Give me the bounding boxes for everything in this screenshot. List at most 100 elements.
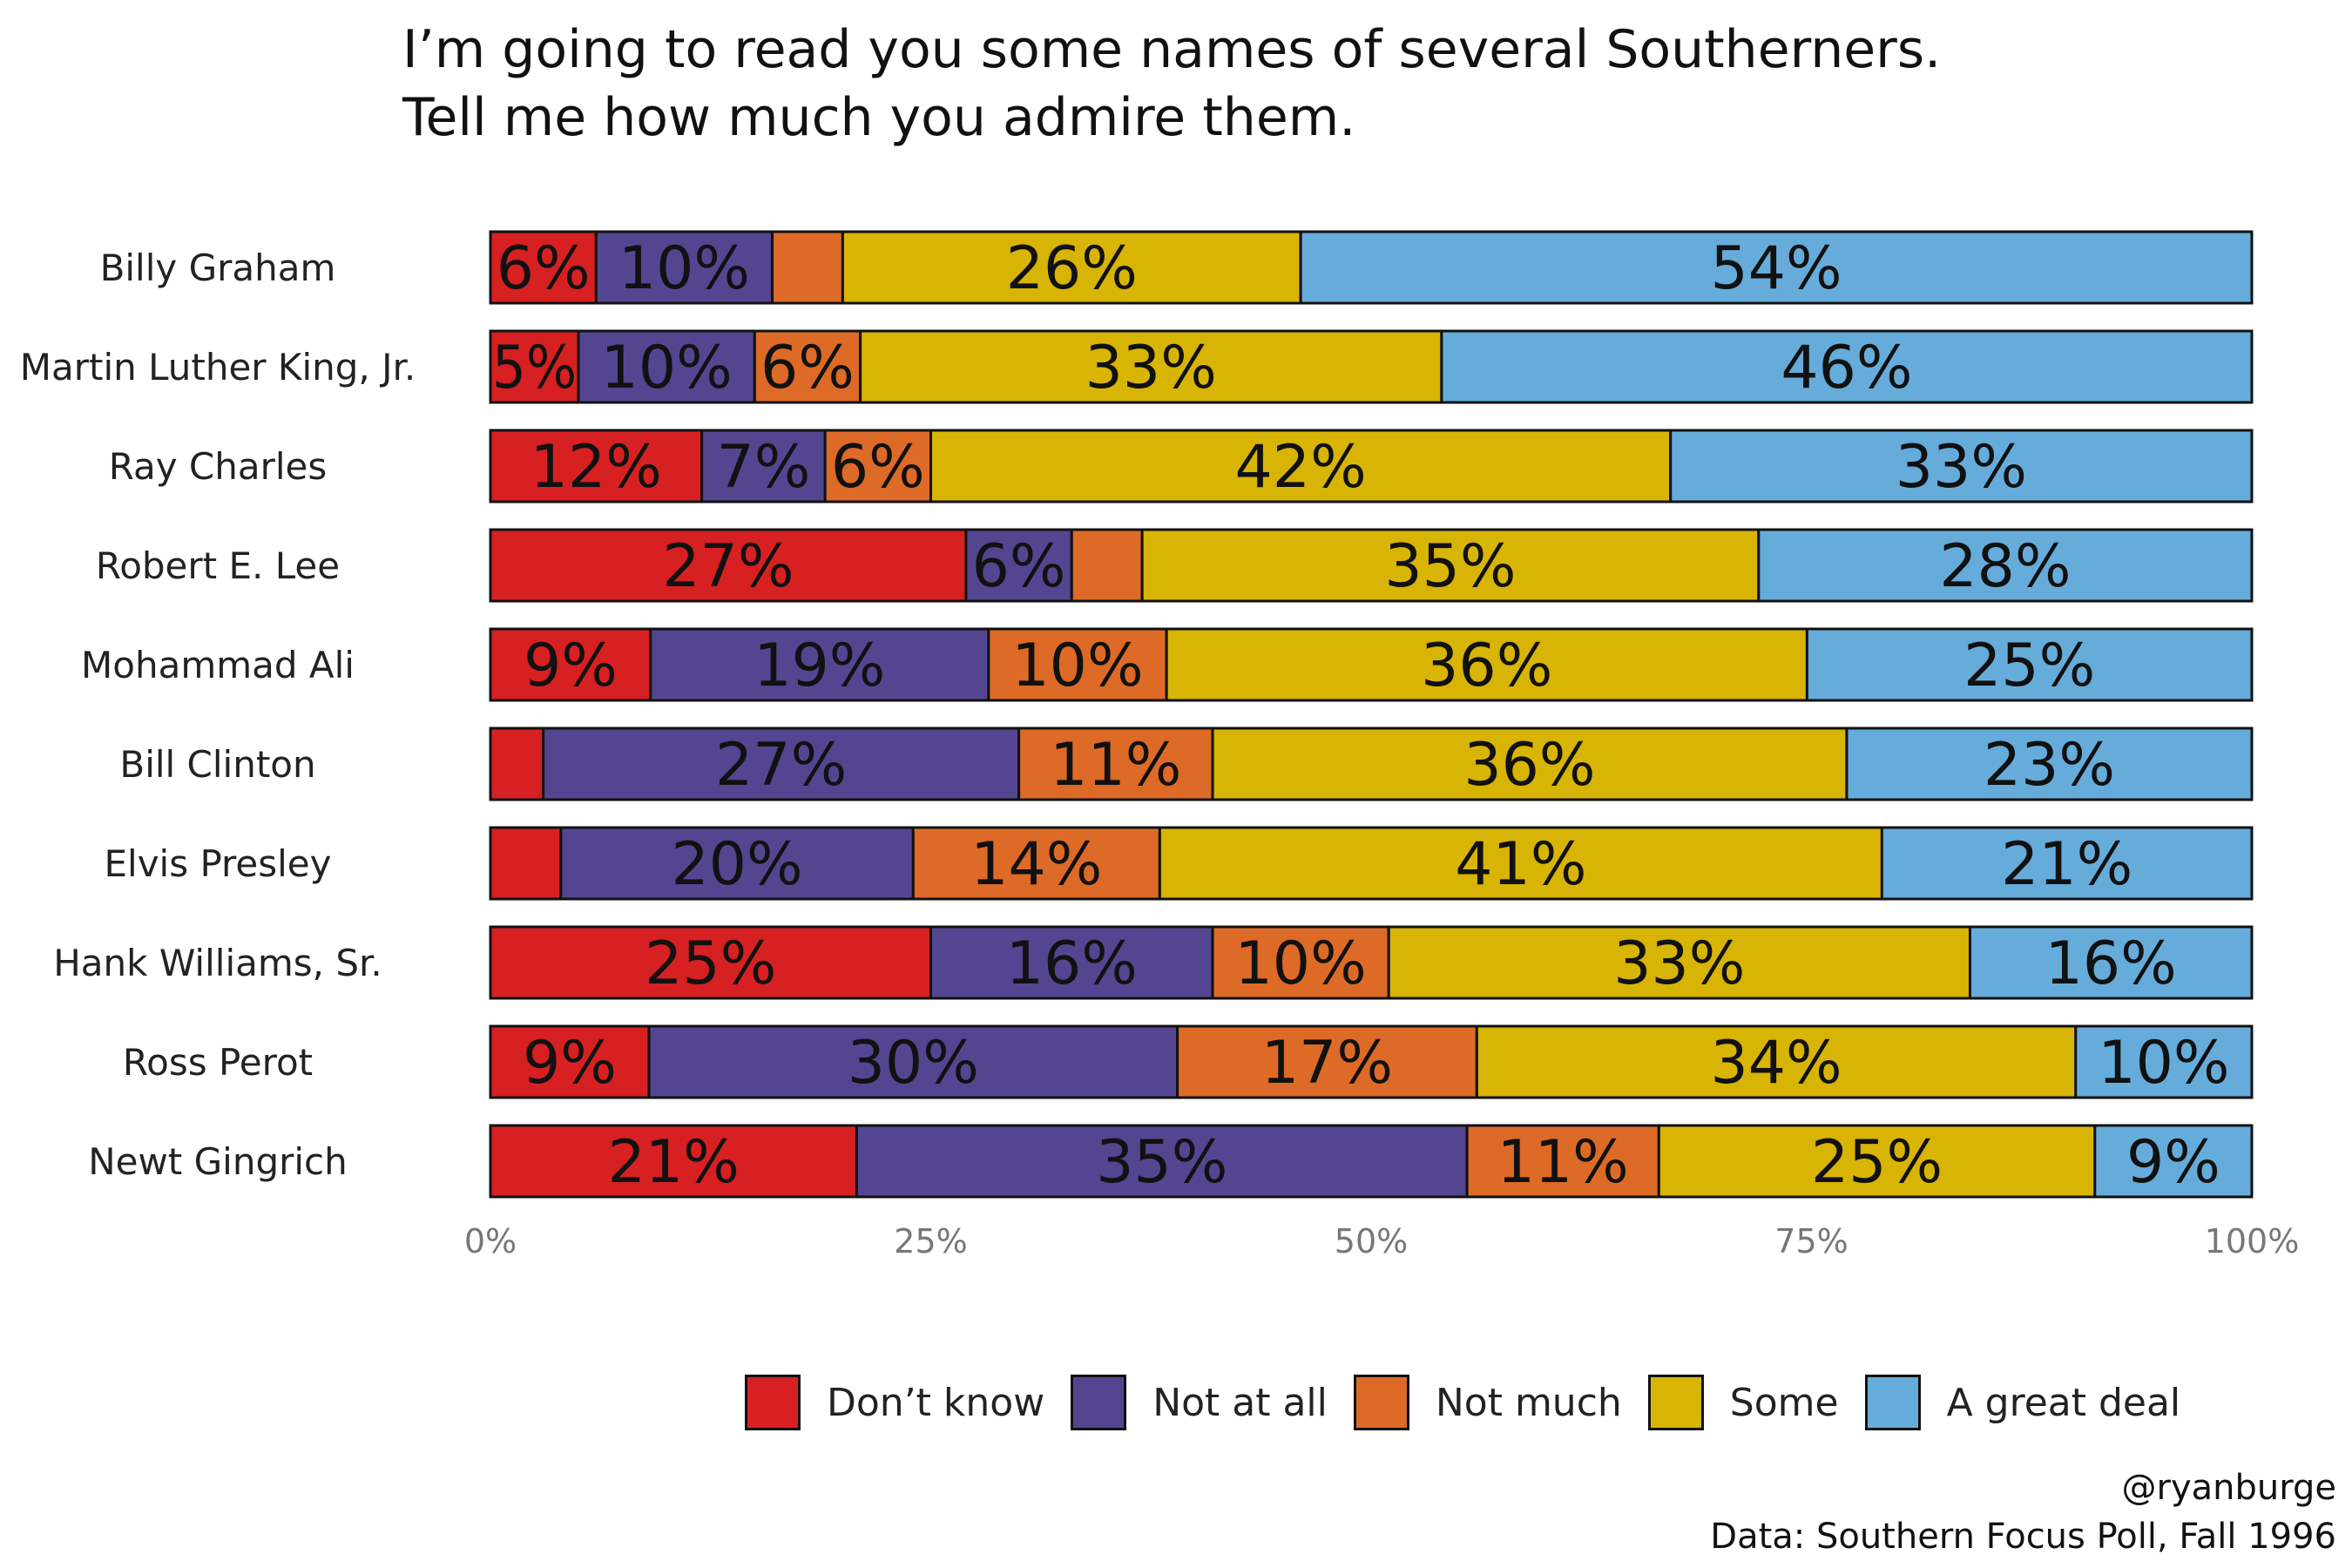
legend-swatch-don-t-know: [745, 1375, 801, 1430]
data-label-mohammad-ali-some: 36%: [1421, 632, 1552, 700]
legend-item-some: Some: [1647, 1375, 1839, 1430]
bar-bill-clinton-a-great-deal: [1845, 727, 2254, 801]
bar-hank-williams-sr-some: [1387, 925, 1971, 1000]
bar-newt-gingrich-not-at-all: [855, 1124, 1469, 1199]
data-label-robert-e-lee-not-at-all: 6%: [972, 532, 1066, 601]
data-label-bill-clinton-some: 36%: [1463, 731, 1595, 800]
bar-newt-gingrich-some: [1657, 1124, 2097, 1199]
data-label-martin-luther-king-jr-some: 33%: [1085, 334, 1217, 402]
data-label-bill-clinton-a-great-deal: 23%: [1984, 731, 2115, 800]
bar-hank-williams-sr-a-great-deal: [1968, 925, 2254, 1000]
bar-elvis-presley-a-great-deal: [1880, 826, 2254, 901]
data-label-hank-williams-sr-some: 33%: [1613, 929, 1745, 998]
data-label-elvis-presley-a-great-deal: 21%: [2001, 830, 2132, 899]
y-tick-label-ross-perot: Ross Perot: [123, 1041, 313, 1084]
legend-label-not-at-all: Not at all: [1152, 1380, 1328, 1425]
bar-ray-charles-not-at-all: [700, 429, 827, 504]
legend-item-don-t-know: Don’t know: [745, 1375, 1044, 1430]
bar-ray-charles-don-t-know: [489, 429, 704, 504]
data-label-newt-gingrich-don-t-know: 21%: [608, 1128, 740, 1197]
data-label-ross-perot-not-much: 17%: [1261, 1029, 1393, 1098]
data-label-ray-charles-some: 42%: [1235, 433, 1367, 502]
legend-swatch-some: [1647, 1375, 1704, 1430]
bar-robert-e-lee-not-much: [1070, 528, 1144, 603]
legend-label-a-great-deal: A great deal: [1946, 1380, 2181, 1425]
bar-bill-clinton-don-t-know: [489, 727, 545, 801]
title-line-2: Tell me how much you admire them.: [402, 87, 1356, 148]
data-label-hank-williams-sr-not-at-all: 16%: [1006, 929, 1138, 998]
data-label-ross-perot-some: 34%: [1710, 1029, 1842, 1098]
bar-elvis-presley-not-much: [911, 826, 1161, 901]
data-label-elvis-presley-not-at-all: 20%: [672, 830, 803, 899]
data-label-robert-e-lee-some: 35%: [1384, 532, 1516, 601]
data-label-martin-luther-king-jr-don-t-know: 5%: [492, 334, 577, 402]
data-label-hank-williams-sr-don-t-know: 25%: [645, 929, 776, 998]
legend-item-a-great-deal: A great deal: [1864, 1375, 2181, 1430]
legend-swatch-not-at-all: [1071, 1375, 1127, 1430]
data-label-ross-perot-don-t-know: 9%: [523, 1029, 617, 1098]
x-tick-label-50: 50%: [1335, 1222, 1408, 1260]
bar-ross-perot-a-great-deal: [2074, 1024, 2254, 1099]
y-tick-label-newt-gingrich: Newt Gingrich: [88, 1140, 348, 1183]
data-label-mohammad-ali-a-great-deal: 25%: [1963, 632, 2095, 700]
data-label-bill-clinton-not-much: 11%: [1050, 731, 1181, 800]
legend-label-not-much: Not much: [1435, 1380, 1622, 1425]
bar-bill-clinton-some: [1211, 727, 1848, 801]
y-tick-label-hank-williams-sr: Hank Williams, Sr.: [53, 942, 382, 984]
legend-label-don-t-know: Don’t know: [827, 1380, 1045, 1425]
bar-martin-luther-king-jr-some: [859, 329, 1443, 404]
legend-item-not-at-all: Not at all: [1071, 1375, 1328, 1430]
data-label-ray-charles-a-great-deal: 33%: [1896, 433, 2027, 502]
x-tick-label-25: 25%: [894, 1222, 967, 1260]
bar-martin-luther-king-jr-not-at-all: [577, 329, 756, 404]
legend-swatch-not-much: [1353, 1375, 1409, 1430]
data-label-elvis-presley-not-much: 14%: [970, 830, 1102, 899]
bar-martin-luther-king-jr-a-great-deal: [1440, 329, 2254, 404]
bar-ray-charles-not-much: [823, 429, 932, 504]
bar-ray-charles-a-great-deal: [1669, 429, 2254, 504]
x-tick-label-0: 0%: [464, 1222, 517, 1260]
chart-title: I’m going to read you some names of seve…: [402, 16, 1941, 152]
y-tick-label-ray-charles: Ray Charles: [109, 445, 328, 488]
x-tick-label-75: 75%: [1774, 1222, 1848, 1260]
data-label-robert-e-lee-a-great-deal: 28%: [1939, 532, 2071, 601]
legend-label-some: Some: [1729, 1380, 1839, 1425]
x-tick-label-100: 100%: [2205, 1222, 2300, 1260]
bar-billy-graham-not-much: [771, 230, 844, 305]
bar-mohammad-ali-a-great-deal: [1805, 627, 2254, 702]
data-label-billy-graham-don-t-know: 6%: [497, 234, 591, 303]
legend-swatch-a-great-deal: [1864, 1375, 1921, 1430]
y-tick-label-billy-graham: Billy Graham: [100, 247, 336, 289]
bar-martin-luther-king-jr-don-t-know: [489, 329, 580, 404]
y-tick-label-martin-luther-king-jr: Martin Luther King, Jr.: [20, 346, 416, 389]
bar-ross-perot-some: [1475, 1024, 2078, 1099]
data-label-ross-perot-not-at-all: 30%: [848, 1029, 979, 1098]
bar-newt-gingrich-a-great-deal: [2093, 1124, 2254, 1199]
caption-source: Data: Southern Focus Poll, Fall 1996: [1710, 1517, 2336, 1557]
bar-martin-luther-king-jr-not-much: [753, 329, 862, 404]
bar-elvis-presley-don-t-know: [489, 826, 563, 901]
data-label-mohammad-ali-not-at-all: 19%: [754, 632, 885, 700]
data-label-billy-graham-a-great-deal: 54%: [1710, 234, 1842, 303]
data-label-martin-luther-king-jr-a-great-deal: 46%: [1781, 334, 1912, 402]
data-label-newt-gingrich-a-great-deal: 9%: [2126, 1128, 2220, 1197]
bar-ross-perot-not-at-all: [647, 1024, 1179, 1099]
bar-ray-charles-some: [929, 429, 1673, 504]
data-label-bill-clinton-not-at-all: 27%: [715, 731, 847, 800]
data-label-martin-luther-king-jr-not-at-all: 10%: [601, 334, 733, 402]
title-line-1: I’m going to read you some names of seve…: [402, 19, 1942, 80]
data-label-newt-gingrich-some: 25%: [1811, 1128, 1943, 1197]
y-tick-label-mohammad-ali: Mohammad Ali: [81, 644, 355, 686]
y-tick-label-elvis-presley: Elvis Presley: [105, 842, 332, 885]
data-label-ross-perot-a-great-deal: 10%: [2098, 1029, 2229, 1098]
data-label-ray-charles-don-t-know: 12%: [531, 433, 662, 502]
data-label-ray-charles-not-much: 6%: [831, 433, 925, 502]
y-tick-label-bill-clinton: Bill Clinton: [119, 743, 315, 786]
bar-ross-perot-don-t-know: [489, 1024, 651, 1099]
bar-robert-e-lee-some: [1140, 528, 1761, 603]
y-tick-label-robert-e-lee: Robert E. Lee: [96, 544, 340, 587]
bar-elvis-presley-not-at-all: [559, 826, 915, 901]
data-label-mohammad-ali-not-much: 10%: [1011, 632, 1143, 700]
chart-legend: Don’t know Not at all Not much Some A great …: [745, 1372, 2207, 1433]
